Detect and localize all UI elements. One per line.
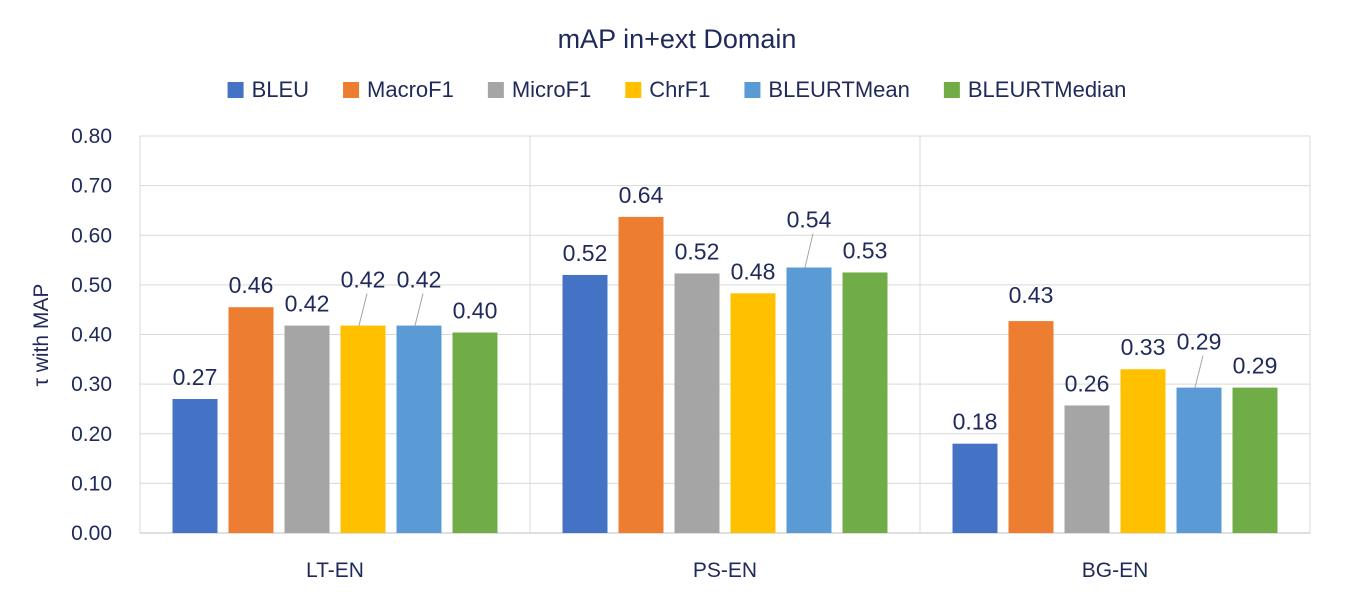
bar-macrof1-lt-en (228, 307, 274, 533)
legend-item-macrof1: MacroF1 (343, 77, 454, 102)
data-label: 0.43 (1009, 282, 1054, 308)
data-label: 0.42 (397, 267, 442, 293)
gridlines (139, 135, 1311, 534)
legend: BLEU MacroF1 MicroF1 ChrF1 BLEURTMean BLEURTM… (227, 77, 1127, 102)
legend-label: MicroF1 (512, 77, 591, 102)
bar-chrf1-ps-en (730, 293, 776, 533)
data-label: 0.29 (1177, 329, 1222, 355)
legend-label: MacroF1 (367, 77, 454, 102)
legend-label: ChrF1 (649, 77, 710, 102)
y-tick-label: 0.50 (71, 274, 112, 297)
x-axis-categories: LT-EN PS-EN BG-EN (306, 559, 1148, 582)
legend-swatch (625, 82, 642, 98)
bar-bleu-ps-en (562, 274, 608, 533)
legend-item-bleurtmedian: BLEURTMedian (943, 77, 1127, 102)
data-label: 0.53 (843, 237, 888, 263)
bar-microf1-bg-en (1064, 405, 1110, 533)
legend-swatch (943, 82, 960, 98)
chart-title: mAP in+ext Domain (558, 24, 797, 54)
data-label: 0.40 (453, 298, 498, 324)
y-tick-label: 0.10 (71, 472, 112, 495)
legend-swatch (343, 82, 360, 98)
x-category-label: BG-EN (1082, 559, 1149, 582)
data-label: 0.52 (563, 240, 608, 266)
y-axis-label: τ with MAP (30, 284, 53, 387)
bar-microf1-ps-en (674, 273, 720, 533)
y-axis-ticks: 0.00 0.10 0.20 0.30 0.40 0.50 0.60 0.70 0.80 (71, 125, 112, 545)
data-label-leader (1194, 355, 1204, 388)
x-category-label: PS-EN (693, 559, 757, 582)
bar-macrof1-ps-en (618, 216, 664, 534)
legend-label: BLEURTMean (768, 77, 909, 102)
legend-swatch (744, 82, 761, 98)
data-label: 0.42 (341, 267, 386, 293)
y-tick-label: 0.60 (71, 224, 112, 247)
data-labels: 0.27 0.46 0.42 0.42 0.42 0.40 0.52 0.64 0.52 0.48… (173, 182, 1278, 435)
data-label: 0.18 (953, 409, 998, 435)
data-label-leader (804, 233, 814, 268)
data-label: 0.29 (1233, 353, 1278, 379)
bar-bleurtmedian-lt-en (452, 332, 498, 533)
legend-swatch (227, 82, 244, 98)
data-label: 0.46 (229, 272, 274, 298)
legend-label: BLEURTMedian (968, 77, 1127, 102)
bar-bleurtmean-lt-en (396, 325, 442, 533)
legend-item-bleu: BLEU (227, 77, 309, 102)
bars (172, 216, 1278, 534)
bar-bleurtmean-ps-en (786, 267, 832, 533)
bar-macrof1-bg-en (1008, 321, 1054, 533)
legend-label: BLEU (252, 77, 309, 102)
data-label: 0.26 (1065, 370, 1110, 396)
y-tick-label: 0.40 (71, 324, 112, 347)
x-category-label: LT-EN (306, 559, 364, 582)
data-label: 0.27 (173, 364, 218, 390)
legend-item-bleurtmean: BLEURTMean (744, 77, 910, 102)
legend-item-microf1: MicroF1 (487, 77, 591, 102)
y-tick-label: 0.80 (71, 125, 112, 148)
data-label: 0.52 (675, 238, 720, 264)
bar-bleurtmedian-bg-en (1232, 387, 1278, 533)
bar-bleurtmean-bg-en (1176, 387, 1222, 533)
data-label: 0.64 (619, 182, 664, 208)
y-tick-label: 0.70 (71, 175, 112, 198)
data-label: 0.33 (1121, 334, 1166, 360)
data-label-leader (414, 293, 424, 326)
legend-swatch (487, 82, 504, 98)
y-tick-label: 0.20 (71, 423, 112, 446)
y-tick-label: 0.30 (71, 373, 112, 396)
bar-bleurtmedian-ps-en (842, 272, 888, 533)
bar-bleu-bg-en (952, 443, 998, 533)
bar-bleu-lt-en (172, 399, 218, 533)
data-label-leader (358, 293, 368, 326)
data-label: 0.54 (787, 207, 832, 233)
data-label: 0.42 (285, 291, 330, 317)
bar-chrf1-bg-en (1120, 369, 1166, 533)
data-label: 0.48 (731, 258, 776, 284)
bar-microf1-lt-en (284, 325, 330, 533)
legend-item-chrf1: ChrF1 (625, 77, 710, 102)
bar-chrf1-lt-en (340, 325, 386, 533)
y-tick-label: 0.00 (71, 522, 112, 545)
